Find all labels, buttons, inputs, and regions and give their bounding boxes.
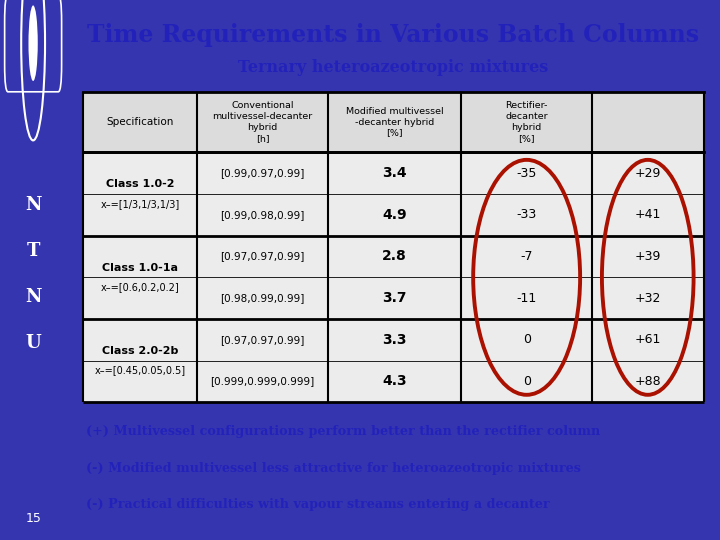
Text: [0.97,0.97,0.99]: [0.97,0.97,0.99] <box>220 335 305 345</box>
Text: 2.8: 2.8 <box>382 249 407 264</box>
Text: 4.3: 4.3 <box>382 374 407 388</box>
Text: Modified multivessel
-decanter hybrid
[%]: Modified multivessel -decanter hybrid [%… <box>346 107 444 137</box>
Text: N: N <box>25 196 41 214</box>
Text: (+) Multivessel configurations perform better than the rectifier column: (+) Multivessel configurations perform b… <box>86 426 600 438</box>
Text: [0.98,0.99,0.99]: [0.98,0.99,0.99] <box>220 293 305 303</box>
Text: 3.3: 3.3 <box>382 333 407 347</box>
Text: [0.999,0.999,0.999]: [0.999,0.999,0.999] <box>210 376 315 387</box>
Text: Time Requirements in Various Batch Columns: Time Requirements in Various Batch Colum… <box>87 23 699 47</box>
Text: (-) Modified multivessel less attractive for heteroazeotropic mixtures: (-) Modified multivessel less attractive… <box>86 462 581 475</box>
Text: Ternary heteroazeotropic mixtures: Ternary heteroazeotropic mixtures <box>238 59 548 76</box>
FancyBboxPatch shape <box>83 235 703 278</box>
Text: Class 1.0-2: Class 1.0-2 <box>106 179 174 190</box>
Circle shape <box>29 5 37 81</box>
Text: 4.9: 4.9 <box>382 208 407 222</box>
Text: Conventional
multivessel-decanter
hybrid
[h]: Conventional multivessel-decanter hybrid… <box>212 102 312 143</box>
Text: 3.4: 3.4 <box>382 166 407 180</box>
FancyBboxPatch shape <box>83 278 703 319</box>
Text: Rectifier-
decanter
hybrid
[%]: Rectifier- decanter hybrid [%] <box>505 102 548 143</box>
Text: x–=[0.6,0.2,0.2]: x–=[0.6,0.2,0.2] <box>101 282 179 292</box>
Text: -11: -11 <box>516 292 537 305</box>
Text: [0.99,0.97,0.99]: [0.99,0.97,0.99] <box>220 168 305 178</box>
Text: 0: 0 <box>523 333 531 346</box>
Text: +39: +39 <box>634 250 661 263</box>
Text: [0.99,0.98,0.99]: [0.99,0.98,0.99] <box>220 210 305 220</box>
Text: Specification: Specification <box>107 117 174 127</box>
FancyBboxPatch shape <box>83 152 703 194</box>
Text: x–=[0.45,0.05,0.5]: x–=[0.45,0.05,0.5] <box>94 366 186 375</box>
FancyBboxPatch shape <box>83 361 703 402</box>
FancyBboxPatch shape <box>83 319 703 361</box>
FancyBboxPatch shape <box>83 92 703 152</box>
Text: (-) Practical difficulties with vapour streams entering a decanter: (-) Practical difficulties with vapour s… <box>86 498 549 511</box>
Text: N: N <box>25 288 41 306</box>
Text: -35: -35 <box>516 167 537 180</box>
Text: Class 1.0-1a: Class 1.0-1a <box>102 262 178 273</box>
Text: 15: 15 <box>25 512 41 525</box>
Text: +32: +32 <box>634 292 661 305</box>
Text: 0: 0 <box>523 375 531 388</box>
Text: -33: -33 <box>516 208 537 221</box>
Text: [0.97,0.97,0.99]: [0.97,0.97,0.99] <box>220 252 305 261</box>
FancyBboxPatch shape <box>83 92 703 402</box>
Text: +29: +29 <box>634 167 661 180</box>
Text: -7: -7 <box>521 250 533 263</box>
Text: Class 2.0-2b: Class 2.0-2b <box>102 346 179 356</box>
FancyBboxPatch shape <box>83 194 703 235</box>
Text: U: U <box>25 334 41 352</box>
Text: x–=[1/3,1/3,1/3]: x–=[1/3,1/3,1/3] <box>100 199 180 209</box>
Text: +61: +61 <box>634 333 661 346</box>
Text: +41: +41 <box>634 208 661 221</box>
Text: +88: +88 <box>634 375 661 388</box>
FancyBboxPatch shape <box>4 0 62 92</box>
Text: T: T <box>27 242 40 260</box>
Text: 3.7: 3.7 <box>382 291 407 305</box>
